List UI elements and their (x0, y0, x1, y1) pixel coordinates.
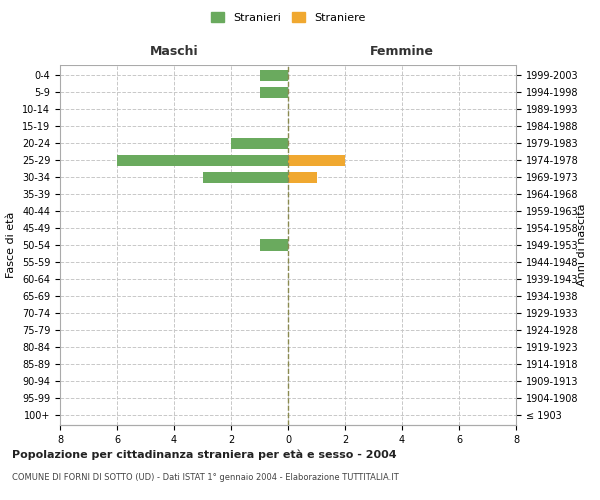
Text: COMUNE DI FORNI DI SOTTO (UD) - Dati ISTAT 1° gennaio 2004 - Elaborazione TUTTIT: COMUNE DI FORNI DI SOTTO (UD) - Dati IST… (12, 472, 399, 482)
Text: Maschi: Maschi (149, 45, 199, 58)
Bar (260, 240, 288, 250)
Text: Femmine: Femmine (370, 45, 434, 58)
Legend: Stranieri, Straniere: Stranieri, Straniere (206, 8, 370, 28)
Bar (260, 70, 288, 80)
Bar (117, 154, 288, 166)
Y-axis label: Anni di nascita: Anni di nascita (577, 204, 587, 286)
Bar (203, 172, 288, 182)
Y-axis label: Fasce di età: Fasce di età (7, 212, 16, 278)
Text: Popolazione per cittadinanza straniera per età e sesso - 2004: Popolazione per cittadinanza straniera p… (12, 450, 397, 460)
Bar (288, 172, 317, 182)
Bar (231, 138, 288, 148)
Bar (288, 154, 345, 166)
Bar (260, 86, 288, 98)
